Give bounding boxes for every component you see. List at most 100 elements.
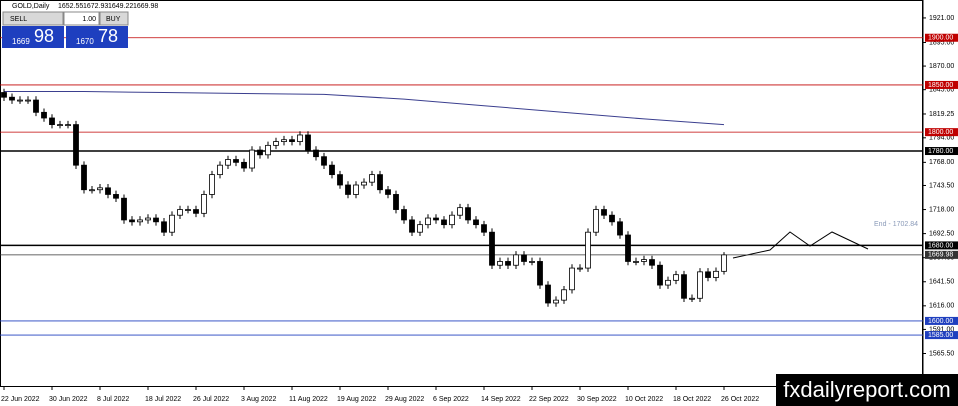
y-tick-label: 1921.00 — [929, 15, 954, 22]
candle-body — [409, 219, 415, 233]
header-high: 1672.93 — [83, 3, 108, 10]
sell-button[interactable] — [2, 11, 64, 26]
watermark: fxdailyreport.com — [783, 377, 951, 402]
x-tick-label: 11 Aug 2022 — [289, 396, 328, 403]
x-tick-label: 3 Aug 2022 — [241, 396, 277, 403]
candle-body — [449, 214, 455, 226]
candle-body — [329, 164, 335, 176]
level-label: 1850.00 — [928, 82, 953, 89]
y-tick-label: 1845.00 — [929, 87, 954, 94]
candle-body — [665, 279, 671, 286]
candle-body — [441, 219, 447, 226]
level-label-box — [925, 33, 958, 42]
bid-main: 1669 — [12, 37, 30, 46]
candle-body — [497, 261, 503, 266]
header-close: 1669.98 — [133, 3, 158, 10]
y-tick-label: 1641.50 — [929, 279, 954, 286]
x-tick-label: 30 Sep 2022 — [577, 396, 617, 403]
ask-main: 1670 — [76, 37, 94, 46]
candle-body — [353, 184, 359, 195]
candle-body — [705, 271, 711, 278]
x-tick-label: 14 Sep 2022 — [481, 396, 521, 403]
ask-box[interactable] — [66, 26, 128, 48]
level-label: 1900.00 — [928, 35, 953, 42]
y-tick-label: 1794.00 — [929, 135, 954, 142]
candle-body — [337, 174, 343, 186]
y-tick-label: 1743.50 — [929, 182, 954, 189]
level-label-box — [925, 241, 958, 250]
candle-body — [145, 217, 151, 221]
x-tick-label: 26 Oct 2022 — [721, 396, 759, 403]
level-label-box — [925, 80, 958, 89]
candle-body — [41, 111, 47, 119]
y-tick-label: 1870.00 — [929, 63, 954, 70]
candle-body — [489, 231, 495, 266]
candle-body — [161, 221, 167, 233]
level-label-box — [925, 250, 958, 259]
candle-body — [401, 209, 407, 221]
candle-body — [297, 134, 303, 142]
trade-panel: SELL 1.00 BUY 1669 98 1670 78 — [2, 11, 129, 48]
y-tick-label: 1819.25 — [929, 111, 954, 118]
level-label-box — [925, 331, 958, 340]
candle-body — [17, 99, 23, 102]
candle-body — [545, 284, 551, 304]
candle-body — [561, 289, 567, 301]
level-label: 1600.00 — [928, 318, 953, 325]
x-tick-label: 22 Sep 2022 — [529, 396, 569, 403]
x-tick-label: 6 Sep 2022 — [433, 396, 469, 403]
candle-body — [97, 187, 103, 191]
candle-body — [425, 217, 431, 226]
forecast-path — [732, 231, 869, 259]
y-tick-label: 1692.50 — [929, 230, 954, 237]
candle-body — [257, 149, 263, 156]
candle-body — [321, 156, 327, 166]
candle-body — [73, 124, 79, 166]
candle-body — [233, 159, 239, 163]
buy-button[interactable] — [99, 11, 129, 26]
x-tick-label: 18 Jul 2022 — [145, 396, 181, 403]
candle-body — [457, 207, 463, 216]
candle-body — [1, 92, 7, 98]
x-tick-label: 10 Oct 2022 — [625, 396, 663, 403]
x-tick-label: 19 Aug 2022 — [337, 396, 376, 403]
candle-body — [89, 189, 95, 192]
candle-body — [481, 224, 487, 233]
candle-body — [505, 261, 511, 266]
candle-body — [25, 99, 31, 102]
y-tick-label: 1565.50 — [929, 350, 954, 357]
candle-body — [673, 274, 679, 281]
candle-body — [9, 96, 15, 101]
candle-body — [433, 217, 439, 221]
candle-body — [601, 209, 607, 216]
candle-body — [241, 161, 247, 169]
y-tick-label: 1895.00 — [929, 39, 954, 46]
level-label-box — [925, 316, 958, 325]
sell-label[interactable]: SELL — [10, 16, 27, 23]
lot-field[interactable] — [63, 11, 100, 26]
level-label: 1800.00 — [928, 129, 953, 136]
y-tick-label: 1591.00 — [929, 326, 954, 333]
candle-body — [617, 221, 623, 236]
candle-body — [537, 261, 543, 286]
candle-body — [193, 209, 199, 214]
candle-body — [249, 149, 255, 169]
candle-body — [105, 187, 111, 195]
lot: 1.00 — [82, 16, 96, 23]
ask-big: 78 — [98, 26, 118, 46]
y-tick-label: 1718.00 — [929, 206, 954, 213]
candle-body — [569, 267, 575, 291]
x-tick-label: 18 Oct 2022 — [673, 396, 711, 403]
buy-label[interactable]: BUY — [106, 16, 121, 23]
candle-body — [169, 214, 175, 233]
candle-body — [681, 274, 687, 299]
candle-body — [225, 159, 231, 166]
x-tick-label: 8 Jul 2022 — [97, 396, 129, 403]
candle-body — [521, 254, 527, 262]
bid-box[interactable] — [2, 26, 64, 48]
candle-body — [697, 271, 703, 299]
level-label: 1585.00 — [928, 332, 953, 339]
symbol: GOLD,Daily — [12, 3, 50, 10]
watermark-box — [776, 374, 958, 406]
